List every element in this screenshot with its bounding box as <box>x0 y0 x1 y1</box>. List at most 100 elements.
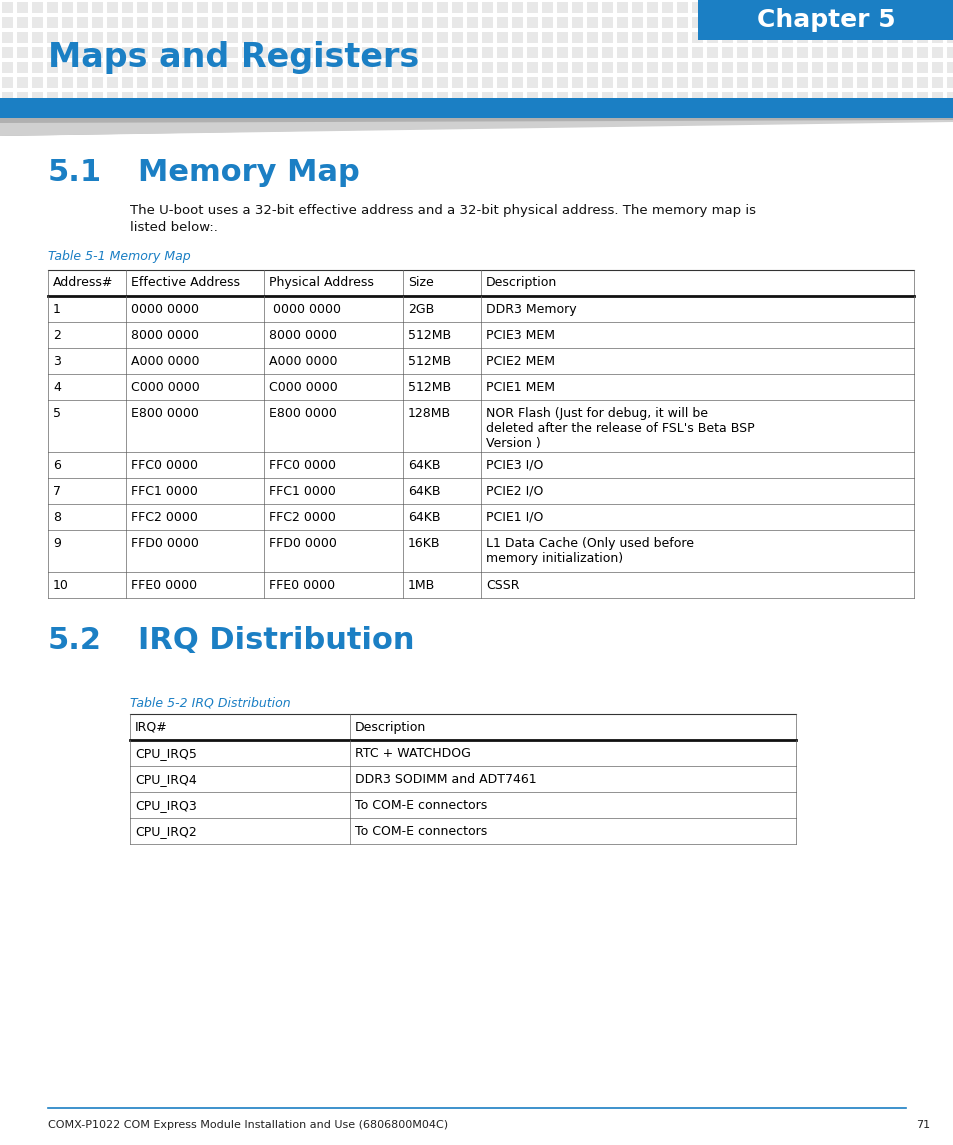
Bar <box>677 62 687 73</box>
Bar <box>766 17 778 27</box>
Bar <box>256 92 268 103</box>
Bar <box>601 47 613 58</box>
Bar <box>361 92 373 103</box>
Bar <box>661 92 672 103</box>
Bar <box>766 2 778 13</box>
Text: Chapter 5: Chapter 5 <box>756 8 894 32</box>
Bar <box>737 92 747 103</box>
Bar <box>856 2 867 13</box>
Bar <box>691 17 702 27</box>
Bar <box>107 47 118 58</box>
Bar <box>47 32 58 44</box>
Bar <box>62 2 73 13</box>
Bar <box>617 47 627 58</box>
Bar <box>47 92 58 103</box>
Bar <box>766 92 778 103</box>
Bar <box>946 47 953 58</box>
Bar <box>871 47 882 58</box>
Bar <box>107 62 118 73</box>
Bar <box>436 77 448 88</box>
Bar <box>901 17 912 27</box>
Bar <box>182 77 193 88</box>
Bar <box>901 32 912 44</box>
Text: CPU_IRQ3: CPU_IRQ3 <box>135 799 196 812</box>
Bar <box>242 32 253 44</box>
Bar <box>677 47 687 58</box>
Bar <box>182 92 193 103</box>
Bar <box>152 2 163 13</box>
Bar <box>0 98 953 118</box>
Bar <box>617 2 627 13</box>
Text: 512MB: 512MB <box>408 381 451 394</box>
Text: E800 0000: E800 0000 <box>131 406 198 420</box>
Bar <box>737 2 747 13</box>
Bar <box>811 47 822 58</box>
Bar <box>32 47 43 58</box>
Bar <box>347 17 357 27</box>
Text: To COM-E connectors: To COM-E connectors <box>355 799 487 812</box>
Bar <box>841 17 852 27</box>
Bar <box>646 32 658 44</box>
Bar <box>376 2 388 13</box>
Bar <box>781 62 792 73</box>
Bar <box>946 32 953 44</box>
Bar <box>737 62 747 73</box>
Text: The U-boot uses a 32-bit effective address and a 32-bit physical address. The me: The U-boot uses a 32-bit effective addre… <box>130 204 755 218</box>
Bar <box>601 62 613 73</box>
Bar <box>512 17 522 27</box>
Bar <box>931 77 942 88</box>
Bar <box>721 47 732 58</box>
Bar <box>436 92 448 103</box>
Bar <box>107 92 118 103</box>
Bar <box>436 17 448 27</box>
Bar <box>557 2 567 13</box>
Bar <box>2 2 13 13</box>
Bar <box>227 77 237 88</box>
Text: CPU_IRQ2: CPU_IRQ2 <box>135 826 196 838</box>
Bar <box>901 77 912 88</box>
Bar <box>572 62 582 73</box>
Bar <box>826 47 837 58</box>
Text: deleted after the release of FSL's Beta BSP: deleted after the release of FSL's Beta … <box>485 423 754 435</box>
Text: PCIE2 I/O: PCIE2 I/O <box>485 485 543 498</box>
Bar <box>107 77 118 88</box>
Text: Version ): Version ) <box>485 437 540 450</box>
Bar <box>691 92 702 103</box>
Bar <box>137 17 148 27</box>
Bar <box>706 2 718 13</box>
Bar <box>302 17 313 27</box>
Bar <box>826 92 837 103</box>
Bar <box>152 17 163 27</box>
Bar <box>916 47 927 58</box>
Bar <box>122 77 132 88</box>
Bar <box>826 77 837 88</box>
Bar <box>751 17 762 27</box>
Bar <box>272 77 283 88</box>
Bar <box>841 2 852 13</box>
Bar <box>901 2 912 13</box>
Bar <box>256 32 268 44</box>
Bar <box>931 47 942 58</box>
Bar <box>721 17 732 27</box>
Bar <box>586 32 598 44</box>
Text: listed below:.: listed below:. <box>130 221 217 234</box>
Bar <box>227 32 237 44</box>
Bar <box>436 32 448 44</box>
Bar <box>946 77 953 88</box>
Text: FFC0 0000: FFC0 0000 <box>131 459 197 472</box>
Bar <box>332 32 343 44</box>
Bar <box>706 32 718 44</box>
Bar <box>841 47 852 58</box>
Text: 8000 0000: 8000 0000 <box>131 329 199 342</box>
Bar <box>586 62 598 73</box>
Text: FFE0 0000: FFE0 0000 <box>269 579 335 592</box>
Bar <box>512 32 522 44</box>
Text: PCIE2 MEM: PCIE2 MEM <box>485 355 555 368</box>
Bar <box>796 92 807 103</box>
Bar <box>677 92 687 103</box>
Bar <box>122 92 132 103</box>
Bar <box>481 47 493 58</box>
Bar <box>781 77 792 88</box>
Bar <box>316 77 328 88</box>
Bar <box>931 2 942 13</box>
